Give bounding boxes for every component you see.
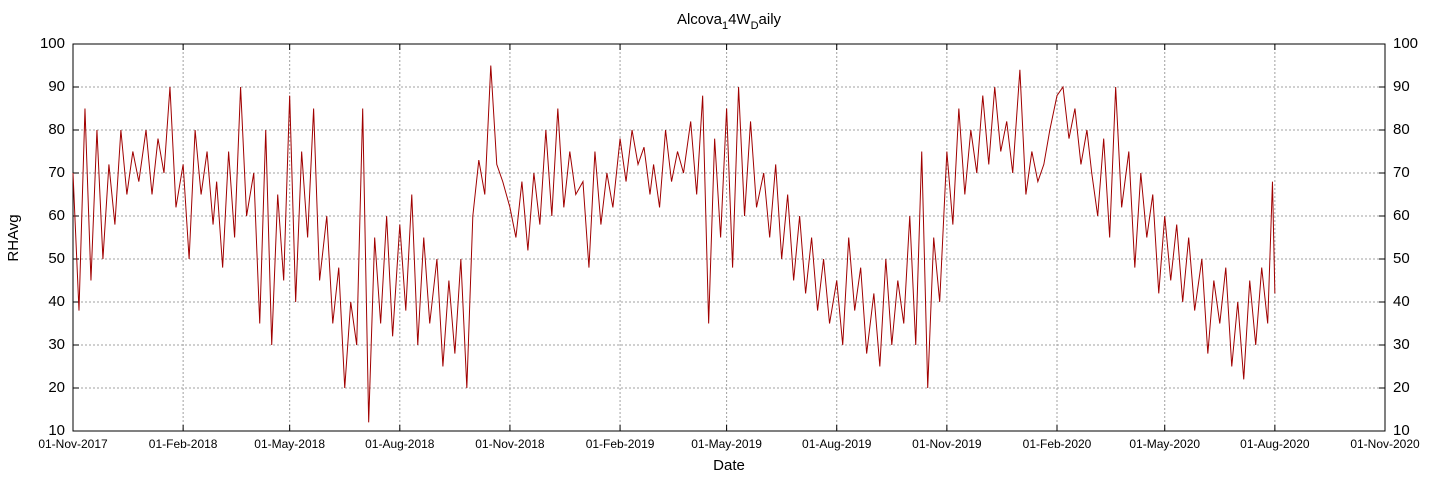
y2-tick-label: 20: [1393, 379, 1410, 396]
title-part: 4W: [728, 11, 751, 28]
title-part: aily: [759, 11, 782, 28]
title-part: Alcova: [677, 11, 723, 28]
y-tick-label: 40: [48, 293, 65, 310]
plot-frame: [72, 43, 1386, 432]
y-tick-label: 90: [48, 78, 65, 95]
title-subscript: D: [751, 20, 759, 32]
x-tick-label: 01-Nov-2017: [38, 437, 108, 451]
y2-tick-label: 80: [1393, 121, 1410, 138]
x-tick-label: 01-May-2018: [254, 437, 325, 451]
x-tick-label: 01-Aug-2019: [802, 437, 872, 451]
y-tick-label: 10: [48, 422, 65, 439]
y2-tick-label: 40: [1393, 293, 1410, 310]
x-tick-label: 01-Feb-2020: [1023, 437, 1092, 451]
y-tick-label: 30: [48, 336, 65, 353]
x-tick-label: 01-May-2020: [1129, 437, 1200, 451]
x-tick-label: 01-Feb-2019: [586, 437, 655, 451]
x-tick-label: 01-Nov-2020: [1350, 437, 1420, 451]
data-line: [72, 65, 1276, 423]
y2-tick-label: 60: [1393, 207, 1410, 224]
y-tick-label: 60: [48, 207, 65, 224]
y-tick-label: 100: [40, 35, 65, 52]
x-tick-label: 01-Nov-2019: [912, 437, 982, 451]
x-tick-label: 01-Feb-2018: [149, 437, 218, 451]
y2-tick-label: 30: [1393, 336, 1410, 353]
y-tick-label: 20: [48, 379, 65, 396]
x-tick-label: 01-Aug-2018: [365, 437, 435, 451]
y-tick-label: 80: [48, 121, 65, 138]
y-axis-label: RHAvg: [5, 214, 22, 261]
y2-tick-label: 10: [1393, 422, 1410, 439]
x-tick-label: 01-Aug-2020: [1240, 437, 1310, 451]
y-tick-label: 70: [48, 164, 65, 181]
y2-tick-label: 90: [1393, 78, 1410, 95]
chart-title: Alcova14WDaily: [677, 11, 782, 32]
y-tick-label: 50: [48, 250, 65, 267]
x-tick-label: 01-May-2019: [691, 437, 762, 451]
y2-tick-label: 50: [1393, 250, 1410, 267]
y2-tick-label: 70: [1393, 164, 1410, 181]
y2-tick-label: 100: [1393, 35, 1418, 52]
title-subscript: 1: [722, 20, 728, 32]
x-tick-label: 01-Nov-2018: [475, 437, 545, 451]
x-axis-label: Date: [713, 457, 745, 474]
